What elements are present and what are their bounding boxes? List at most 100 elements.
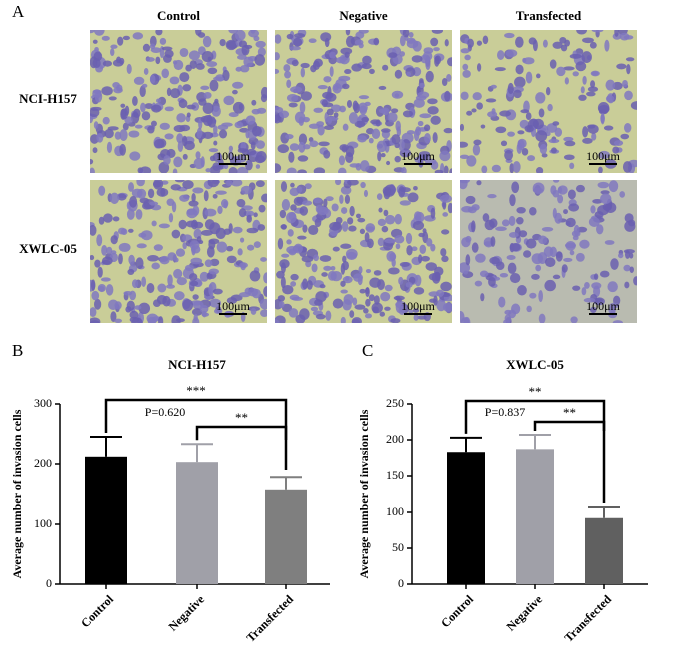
cell	[529, 206, 537, 216]
scale-bar-label: 100μm	[586, 149, 620, 163]
cell	[313, 197, 323, 204]
cell	[395, 243, 401, 250]
cell	[203, 91, 212, 99]
cell	[318, 141, 330, 147]
cell	[342, 260, 349, 271]
cell	[293, 33, 306, 39]
cell	[129, 196, 138, 208]
cell	[430, 243, 436, 252]
micrograph	[460, 30, 637, 173]
cell	[286, 94, 299, 102]
cell	[612, 146, 620, 154]
cell	[604, 39, 610, 52]
cell	[359, 160, 370, 172]
cell	[228, 112, 239, 118]
cell	[626, 63, 631, 75]
cell	[289, 46, 301, 51]
cell	[532, 187, 543, 193]
cell	[332, 246, 340, 252]
cell	[427, 106, 439, 115]
cell	[544, 257, 556, 268]
cell	[587, 86, 599, 93]
cell	[472, 144, 481, 156]
cell	[236, 154, 247, 163]
cell	[422, 228, 427, 234]
cell	[119, 57, 125, 65]
cell	[569, 162, 575, 170]
cell	[333, 112, 339, 118]
cell	[607, 281, 618, 293]
cell	[516, 206, 526, 214]
cell	[522, 57, 535, 65]
cell	[109, 192, 120, 204]
cell	[340, 316, 346, 323]
cell	[163, 155, 171, 165]
cell	[368, 137, 374, 144]
cell	[586, 91, 596, 97]
y-tick-label: 200	[34, 456, 52, 470]
cell	[538, 235, 548, 245]
cell	[341, 207, 348, 214]
cell	[170, 184, 182, 191]
cell	[219, 129, 228, 139]
cell	[483, 241, 493, 247]
cell	[301, 255, 314, 263]
panel-letter: C	[362, 341, 373, 360]
cell	[368, 294, 375, 302]
cell	[364, 313, 372, 319]
cell	[117, 36, 124, 46]
cell	[432, 132, 438, 144]
cell	[544, 279, 556, 292]
y-tick-label: 300	[34, 396, 52, 410]
cell	[476, 180, 482, 186]
cell	[487, 111, 498, 118]
chart-title: XWLC-05	[506, 357, 564, 372]
cell	[512, 161, 521, 173]
cell	[263, 272, 267, 284]
cell	[310, 65, 317, 73]
cell	[106, 141, 113, 154]
cell	[357, 217, 366, 223]
cell	[302, 200, 313, 206]
cell	[623, 122, 632, 133]
cell	[347, 180, 359, 186]
cell	[323, 265, 332, 271]
cell	[325, 196, 334, 202]
cell	[394, 69, 403, 79]
cell	[349, 310, 355, 318]
cell	[587, 124, 599, 134]
cell	[188, 200, 199, 207]
cell	[552, 274, 561, 280]
cell	[377, 151, 382, 162]
cell	[561, 264, 568, 273]
cell	[541, 153, 548, 158]
cell	[395, 120, 401, 132]
cell	[414, 274, 422, 287]
cell	[170, 88, 181, 99]
cell	[297, 155, 309, 162]
cell	[141, 111, 151, 121]
cell	[120, 228, 128, 236]
significance-bracket	[464, 399, 606, 503]
cell	[178, 98, 188, 109]
cell	[302, 278, 309, 290]
cell	[141, 83, 148, 88]
cell	[592, 198, 603, 204]
cell	[207, 56, 212, 61]
cell	[203, 190, 209, 202]
cell	[277, 295, 286, 302]
cell	[114, 318, 123, 323]
cell	[476, 40, 483, 46]
cell	[258, 204, 266, 213]
cell	[460, 154, 470, 160]
cell	[377, 218, 387, 227]
cell	[132, 32, 144, 40]
cell	[100, 277, 111, 282]
cell	[193, 313, 198, 322]
cell	[129, 151, 141, 161]
cell	[215, 190, 227, 195]
cell	[630, 101, 637, 110]
cell	[399, 35, 406, 47]
cell	[209, 298, 222, 308]
